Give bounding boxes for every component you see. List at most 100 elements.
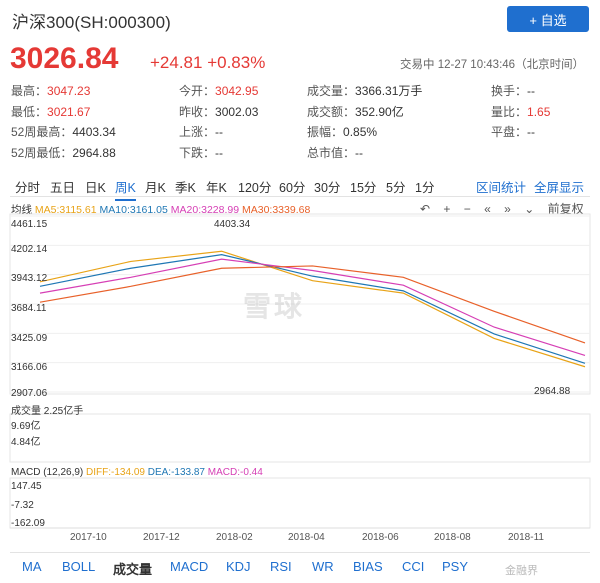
stat-cell: 最低：3021.67: [11, 103, 90, 120]
macd-legend: MACD (12,26,9) DIFF:-134.09 DEA:-133.87 …: [11, 467, 263, 478]
stat-label: 52周最低：: [11, 145, 73, 160]
tab-period[interactable]: 五日: [50, 181, 76, 195]
stat-value: 2964.88: [72, 145, 116, 160]
stat-value: --: [215, 145, 224, 160]
stat-cell: 换手：--: [491, 82, 535, 99]
stat-value: --: [527, 84, 536, 98]
volume-axis-label: 9.69亿: [11, 421, 41, 432]
tab-period-active[interactable]: 周K: [115, 177, 136, 201]
stat-value: 3366.31万手: [355, 84, 423, 98]
tab-indicator[interactable]: MACD: [170, 559, 209, 574]
low-annotation: 2964.88: [534, 386, 571, 397]
ma-legend-label: 均线: [11, 204, 32, 216]
macd-axis-label: -162.09: [11, 518, 45, 529]
price-change: +24.81 +0.83%: [150, 53, 266, 72]
tab-indicator[interactable]: BOLL: [62, 559, 96, 574]
price-axis-label: 2907.06: [11, 388, 48, 399]
tab-indicator[interactable]: PSY: [442, 559, 469, 574]
tab-indicator-active[interactable]: 成交量: [113, 562, 153, 577]
x-axis-label: 2018-04: [288, 532, 325, 543]
x-axis-label: 2018-11: [508, 532, 544, 543]
chart-tools: ↶ + − « » ⌄ 前复权: [420, 200, 594, 217]
price-axis-label: 3684.11: [11, 303, 47, 314]
undo-icon[interactable]: ↶: [420, 202, 431, 216]
tab-indicator[interactable]: BIAS: [353, 559, 383, 574]
corner-mark: 金融界: [505, 565, 538, 577]
chevron-down-icon[interactable]: ⌄: [524, 202, 535, 216]
zoom-out-icon[interactable]: −: [463, 202, 471, 216]
stat-cell: 今开：3042.95: [179, 82, 258, 99]
ma5-value: MA5:3115.61: [34, 204, 97, 216]
stat-cell: 成交量：3366.31万手: [307, 82, 422, 99]
tab-period[interactable]: 月K: [145, 181, 166, 195]
stat-label: 成交额：: [307, 104, 356, 119]
stat-label: 量比：: [491, 104, 528, 119]
tab-period[interactable]: 120分: [238, 181, 272, 195]
tab-period[interactable]: 1分: [415, 181, 435, 195]
stats-row: 52周最低：2964.88 下跌：-- 总市值：--: [11, 144, 591, 165]
x-axis-label: 2018-02: [216, 532, 253, 543]
tab-indicator[interactable]: MA: [22, 559, 42, 574]
macd-value: MACD:-0.44: [207, 467, 263, 478]
add-watchlist-button[interactable]: + 自选: [507, 6, 589, 32]
stat-value: 3042.95: [215, 84, 259, 98]
stat-value: 352.90亿: [355, 104, 404, 119]
tab-period[interactable]: 季K: [175, 181, 196, 195]
current-price: 3026.84: [10, 42, 119, 75]
stat-label: 下跌：: [179, 145, 216, 160]
price-axis-label: 4461.15: [11, 219, 48, 230]
price-axis-label: 4202.14: [11, 244, 48, 255]
tab-indicator[interactable]: WR: [312, 559, 334, 574]
tab-period[interactable]: 15分: [350, 181, 377, 195]
watermark: 雪球: [243, 291, 306, 322]
stat-value: 3002.03: [215, 104, 259, 119]
zoom-in-icon[interactable]: +: [443, 202, 451, 216]
stat-value: 1.65: [527, 104, 551, 119]
ma-lines: [39, 250, 586, 368]
ma20-value: MA20:3228.99: [170, 204, 240, 216]
tab-period[interactable]: 60分: [279, 181, 306, 195]
series-line-ma10: [39, 254, 586, 364]
stat-cell: 量比：1.65: [491, 103, 550, 120]
stat-label: 最低：: [11, 104, 48, 119]
stats-row: 最低：3021.67 昨收：3002.03 成交额：352.90亿 量比：1.6…: [11, 103, 591, 124]
stat-value: --: [215, 125, 224, 139]
stat-cell: 52周最高：4403.34: [11, 123, 116, 140]
trading-status: 交易中 12-27 10:43:46（北京时间）: [400, 59, 585, 71]
tab-indicator[interactable]: RSI: [270, 559, 292, 574]
prev-icon[interactable]: «: [484, 202, 491, 216]
stat-label: 成交量：: [307, 84, 356, 98]
stat-cell: 上涨：--: [179, 123, 223, 140]
stat-cell: 振幅：0.85%: [307, 123, 377, 140]
stat-cell: 总市值：--: [307, 144, 363, 161]
next-icon[interactable]: »: [504, 202, 511, 216]
tab-period[interactable]: 5分: [386, 181, 406, 195]
tab-indicator[interactable]: KDJ: [226, 559, 251, 574]
x-axis-label: 2018-06: [362, 532, 399, 543]
interval-stats-link[interactable]: 区间统计: [476, 181, 527, 195]
tab-period[interactable]: 分时: [15, 181, 41, 195]
series-line-ma5: [39, 250, 586, 368]
price-axis-label: 3943.12: [11, 273, 48, 284]
stat-label: 今开：: [179, 84, 216, 98]
macd-legend-label: MACD (12,26,9): [11, 467, 84, 478]
stat-cell: 昨收：3002.03: [179, 103, 258, 120]
tab-indicator[interactable]: CCI: [402, 559, 425, 574]
stats-row: 最高：3047.23 今开：3042.95 成交量：3366.31万手 换手：-…: [11, 82, 591, 103]
stats-row: 52周最高：4403.34 上涨：-- 振幅：0.85% 平盘：--: [11, 123, 591, 144]
restore-adjust-select[interactable]: 前复权: [547, 202, 584, 216]
fullscreen-link[interactable]: 全屏显示: [534, 181, 585, 195]
stat-cell: 下跌：--: [179, 144, 223, 161]
stat-label: 上涨：: [179, 125, 216, 139]
series-line-ma30: [39, 265, 586, 344]
ma30-value: MA30:3339.68: [242, 204, 311, 216]
tab-period[interactable]: 年K: [206, 181, 227, 195]
volume-legend: 成交量 2.25亿手: [11, 406, 84, 417]
stat-cell: 最高：3047.23: [11, 82, 90, 99]
period-tabs: 分时 五日 日K 周K 月K 季K 年K 120分 60分 30分 15分 5分…: [10, 173, 590, 201]
tab-period[interactable]: 30分: [314, 181, 341, 195]
stat-value: 4403.34: [72, 125, 116, 139]
tab-period[interactable]: 日K: [85, 181, 106, 195]
stock-title: 沪深300(SH:000300): [12, 13, 171, 32]
